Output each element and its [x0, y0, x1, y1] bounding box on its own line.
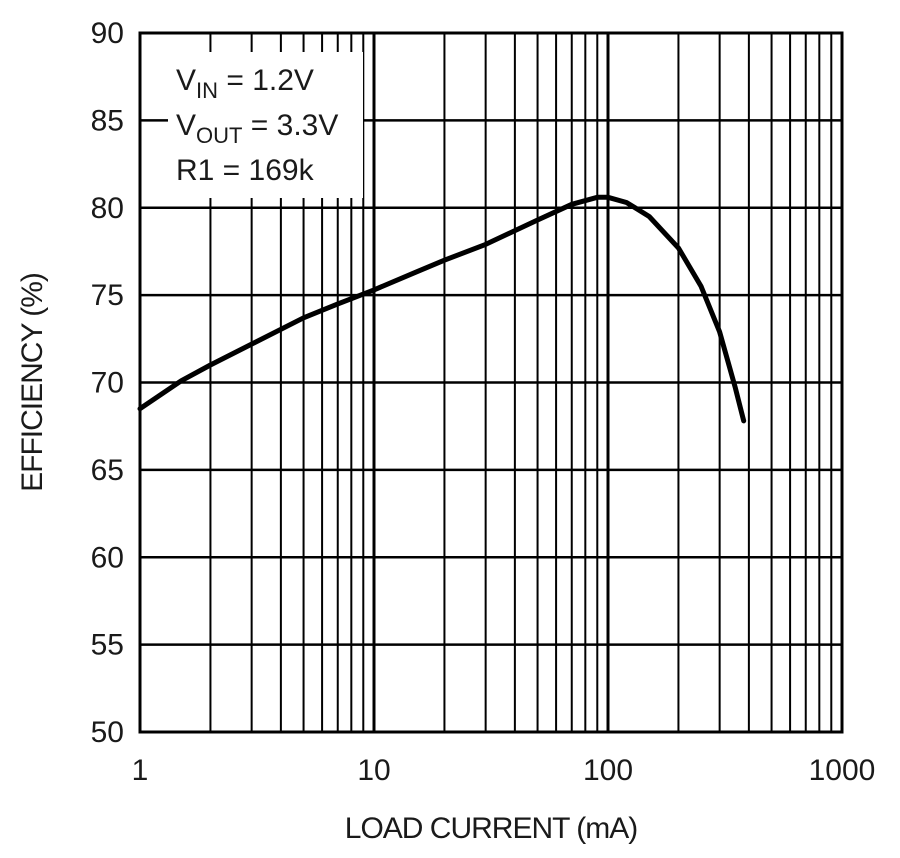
x-axis-label: LOAD CURRENT (mA) — [345, 812, 637, 845]
annotation-text: VIN = 1.2V VOUT = 3.3V R1 = 169k — [176, 64, 338, 187]
x-tick-label: 1 — [132, 754, 149, 787]
y-tick-label: 55 — [91, 629, 124, 662]
y-tick-label: 90 — [91, 17, 124, 50]
y-axis-label: EFFICIENCY (%) — [16, 273, 49, 492]
annotation-line: VOUT = 3.3V — [176, 109, 338, 148]
x-tick-labels: 1 10 100 1000 — [132, 754, 876, 787]
y-tick-label: 80 — [91, 192, 124, 225]
annotation-line: R1 = 169k — [176, 154, 315, 187]
plot-frame — [138, 31, 844, 734]
efficiency-curve — [137, 194, 747, 424]
y-tick-label: 70 — [91, 367, 124, 400]
y-tick-label: 50 — [91, 716, 124, 749]
annotation-box — [168, 52, 363, 198]
annotation-line: VIN = 1.2V — [176, 64, 314, 103]
y-tick-label: 65 — [91, 454, 124, 487]
y-tick-label: 60 — [91, 541, 124, 574]
y-tick-labels: 50 55 60 65 70 75 80 85 90 — [91, 17, 124, 749]
x-tick-label: 100 — [583, 754, 633, 787]
y-tick-label: 75 — [91, 279, 124, 312]
x-tick-label: 1000 — [809, 754, 876, 787]
y-tick-label: 85 — [91, 104, 124, 137]
x-tick-label: 10 — [357, 754, 390, 787]
